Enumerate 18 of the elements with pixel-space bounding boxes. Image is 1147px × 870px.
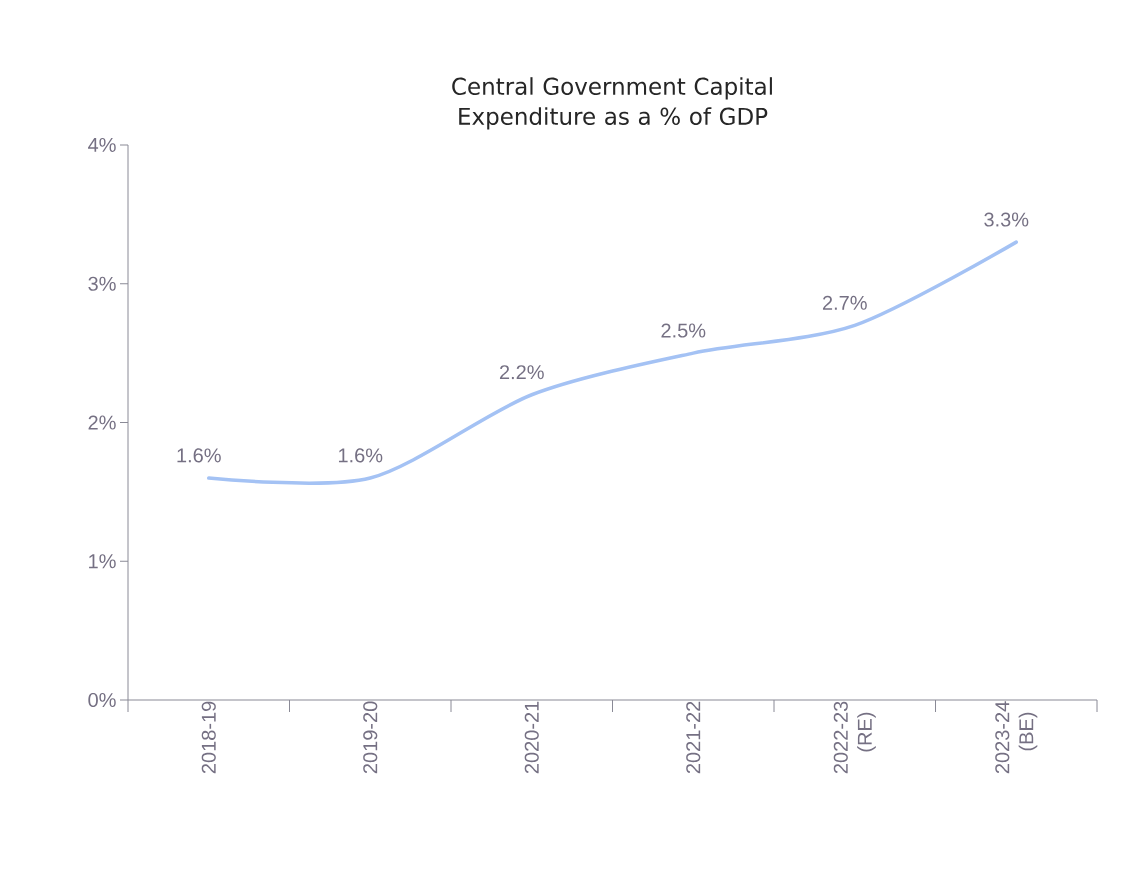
chart-title: Central Government Capital Expenditure as a % of GDP — [452, 77, 772, 130]
x-tick-label: 2023-24 (BE) — [995, 701, 1038, 774]
y-tick-label: 3% — [88, 276, 116, 291]
x-tick-label: 2019-20 — [363, 701, 378, 774]
y-tick-label: 4% — [88, 137, 116, 152]
data-label: 1.6% — [177, 448, 221, 463]
data-label: 2.5% — [661, 323, 706, 338]
data-label: 2.2% — [499, 365, 544, 380]
y-tick-label: 1% — [89, 554, 116, 569]
y-tick-label: 2% — [88, 415, 116, 430]
data-label: 2.7% — [822, 295, 867, 310]
x-tick-label: 2020-21 — [524, 701, 539, 774]
y-tick-label: 0% — [88, 692, 116, 708]
x-tick-label: 2021-22 — [686, 701, 701, 774]
x-tick-label: 2018-19 — [201, 701, 216, 774]
x-tick-label: 2022-23 (RE) — [833, 701, 876, 774]
data-label: 1.6% — [338, 448, 383, 463]
data-label: 3.3% — [984, 212, 1029, 227]
